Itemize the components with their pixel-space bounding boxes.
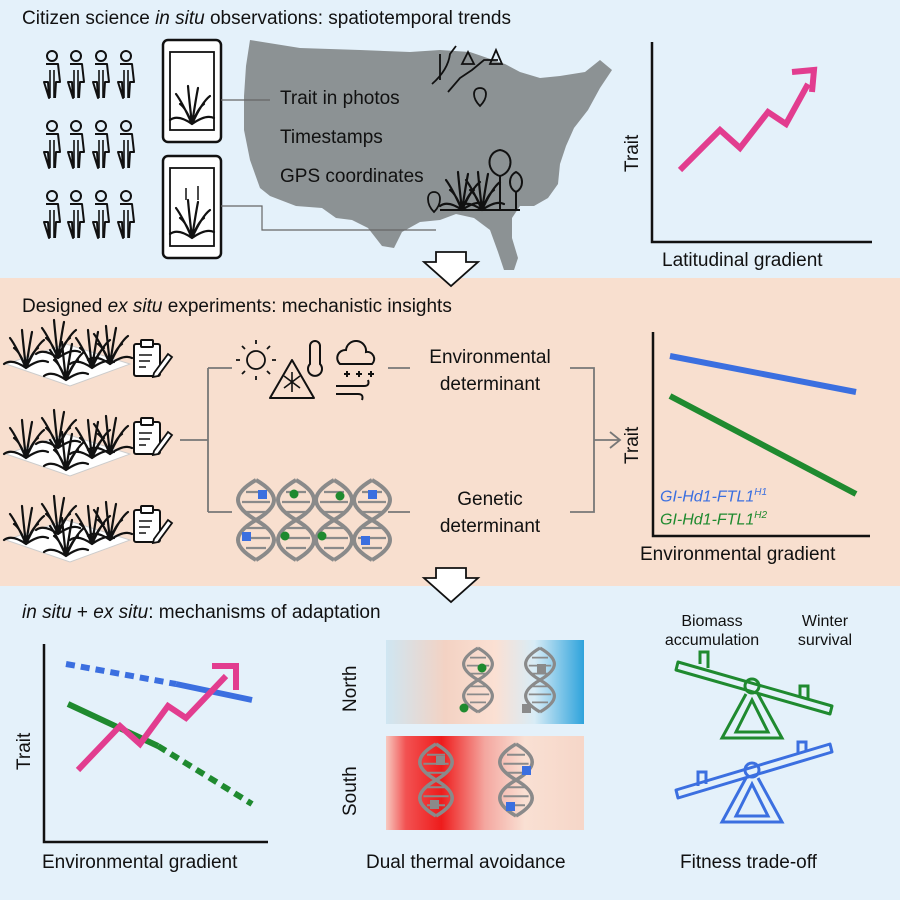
seesaw-right-line2: survival	[797, 632, 853, 649]
usa-map-shape	[244, 40, 612, 270]
cold-warning-icon	[269, 359, 315, 399]
chart-bot-axes	[42, 644, 268, 844]
grass-plot-patch-1	[4, 320, 132, 386]
title-bot-suffix: : mechanisms of adaptation	[148, 602, 381, 623]
title-mid-italic: ex situ	[107, 296, 163, 317]
title-mid-suffix: experiments: mechanistic insights	[162, 296, 452, 317]
cloud-snow-wind-icon	[336, 340, 376, 401]
chart-bot-arrowhead	[212, 663, 239, 690]
seesaw-right-line1: Winter	[801, 613, 849, 630]
title-mid-prefix: Designed	[22, 296, 108, 317]
phone-icon-top	[161, 38, 223, 144]
chart-top-xlabel: Latitudinal gradient	[662, 250, 823, 271]
clipboard-icon-3	[133, 505, 173, 544]
title-top-italic: in situ	[155, 8, 205, 29]
phone-icon-bottom	[161, 154, 223, 260]
chart-bot-ylabel: Trait	[14, 732, 35, 770]
chart-mid-xlabel: Environmental gradient	[640, 544, 836, 565]
title-bot-italic2: ex situ	[93, 602, 149, 623]
dna-icons-thermal	[417, 646, 557, 818]
seesaw-blue-icon	[674, 740, 834, 824]
gen-label-line1: Genetic	[457, 489, 523, 510]
chart-mid-line-h1	[669, 353, 857, 395]
chart-top-ylabel: Trait	[622, 134, 643, 172]
chart-mid-axes	[651, 332, 870, 538]
gen-determinant-label: Genetic determinant	[412, 486, 568, 540]
chart-bot-dashed-green	[156, 743, 254, 807]
chart-mid-ylabel: Trait	[622, 426, 643, 464]
clipboard-icon-2	[133, 417, 173, 456]
trees-grass-icon	[438, 148, 523, 212]
flow-arrow-1	[421, 251, 481, 288]
gen-label-line2: determinant	[439, 516, 541, 537]
section-title-top: Citizen science in situ observations: sp…	[22, 8, 511, 30]
seesaw-right-label: Winter survival	[770, 612, 880, 650]
chart-top-axes	[650, 42, 872, 244]
flow-arrow-2	[421, 567, 481, 604]
section-title-bottom: in situ + ex situ: mechanisms of adaptat…	[22, 602, 381, 624]
chart-top-arrowhead	[791, 66, 818, 93]
legend-h2: GI-Hd1-FTL1H2	[660, 510, 767, 529]
crowd-icon	[43, 50, 135, 239]
thermal-caption: Dual thermal avoidance	[366, 852, 566, 873]
chart-bot-trend-arrow	[75, 673, 229, 773]
legend-h2-sup: H2	[754, 510, 768, 521]
grass-plot-patch-2	[4, 410, 132, 476]
sun-icon	[236, 340, 276, 380]
legend-h2-base: GI-Hd1-FTL1	[660, 511, 755, 529]
title-top-suffix: observations: spatiotemporal trends	[204, 8, 511, 29]
seesaw-left-line1: Biomass	[681, 613, 743, 630]
seesaw-caption: Fitness trade-off	[680, 852, 817, 873]
seesaw-left-label: Biomass accumulation	[648, 612, 776, 650]
map-label-timestamps: Timestamps	[280, 127, 383, 148]
seesaw-left-line2: accumulation	[664, 632, 760, 649]
chart-bot-dashed-blue	[65, 661, 177, 687]
dna-icons	[236, 478, 392, 562]
bracket-lines	[180, 367, 622, 513]
connector-lines	[221, 99, 436, 231]
grass-plot-patch-3	[4, 496, 132, 562]
thermal-south-label: South	[340, 766, 361, 816]
env-label-line1: Environmental	[429, 347, 551, 368]
location-pin-icon-north	[473, 87, 487, 108]
title-top-prefix: Citizen science	[22, 8, 156, 29]
thermal-north-label: North	[340, 665, 361, 712]
location-pin-icon-south	[427, 191, 441, 214]
env-determinant-label: Environmental determinant	[412, 344, 568, 398]
title-bot-italic1: in situ	[22, 602, 72, 623]
title-bot-mid: +	[71, 602, 94, 623]
chart-mid-line-h2	[668, 393, 858, 497]
legend-h1-sup: H1	[754, 487, 768, 498]
forest-river-icon	[431, 45, 504, 93]
thermometer-icon	[307, 340, 323, 377]
section-title-middle: Designed ex situ experiments: mechanisti…	[22, 296, 452, 318]
legend-h1: GI-Hd1-FTL1H1	[660, 487, 767, 506]
seesaw-green-icon	[674, 650, 834, 740]
env-label-line2: determinant	[439, 374, 541, 395]
chart-top-trend-arrow	[677, 82, 811, 173]
clipboard-icon-1	[133, 339, 173, 378]
chart-bot-xlabel: Environmental gradient	[42, 852, 238, 873]
map-label-gps: GPS coordinates	[280, 166, 424, 187]
legend-h1-base: GI-Hd1-FTL1	[660, 488, 755, 506]
thermal-south-band	[386, 736, 584, 830]
map-label-trait-photos: Trait in photos	[280, 88, 400, 109]
